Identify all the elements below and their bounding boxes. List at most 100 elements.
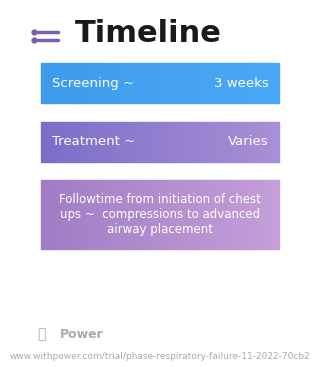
Bar	[155, 121, 158, 161]
Bar	[72, 63, 74, 103]
Bar	[212, 121, 215, 161]
Bar	[44, 121, 46, 161]
Bar	[203, 121, 205, 161]
Bar	[103, 63, 105, 103]
Bar	[267, 121, 269, 161]
Bar	[69, 180, 72, 249]
Bar	[198, 63, 200, 103]
Bar	[139, 121, 141, 161]
Bar	[141, 121, 143, 161]
Bar	[67, 121, 69, 161]
Bar	[86, 121, 89, 161]
Bar	[276, 180, 279, 249]
Bar	[234, 180, 236, 249]
Bar	[115, 180, 117, 249]
Bar	[89, 121, 91, 161]
Bar	[272, 63, 274, 103]
Bar	[134, 180, 136, 249]
Bar	[65, 63, 67, 103]
Bar	[174, 121, 177, 161]
Bar	[210, 180, 212, 249]
Bar	[220, 63, 222, 103]
Bar	[222, 180, 224, 249]
Text: Screening ~: Screening ~	[52, 77, 134, 90]
Bar	[188, 63, 191, 103]
Bar	[132, 121, 134, 161]
Bar	[181, 121, 184, 161]
Bar	[74, 63, 77, 103]
Bar	[167, 121, 170, 161]
Bar	[262, 180, 265, 249]
Bar	[172, 180, 174, 249]
Text: Varies: Varies	[228, 135, 268, 148]
Bar	[53, 63, 55, 103]
Bar	[60, 121, 62, 161]
Bar	[260, 180, 262, 249]
Bar	[62, 180, 65, 249]
Bar	[127, 180, 129, 249]
Bar	[58, 63, 60, 103]
Bar	[274, 180, 276, 249]
Bar	[258, 180, 260, 249]
Text: Timeline: Timeline	[76, 19, 222, 48]
Bar	[236, 180, 238, 249]
Bar	[203, 63, 205, 103]
Bar	[241, 121, 243, 161]
Bar	[184, 121, 186, 161]
Bar	[212, 63, 215, 103]
Bar	[148, 63, 150, 103]
Bar	[236, 63, 238, 103]
Bar	[260, 63, 262, 103]
Bar	[48, 180, 51, 249]
Bar	[112, 121, 115, 161]
Text: www.withpower.com/trial/phase-respiratory-failure-11-2022-70cb2: www.withpower.com/trial/phase-respirator…	[10, 352, 310, 361]
Bar	[265, 63, 267, 103]
Bar	[229, 180, 231, 249]
Bar	[58, 180, 60, 249]
Bar	[67, 63, 69, 103]
Bar	[267, 180, 269, 249]
Bar	[158, 121, 160, 161]
Bar	[96, 180, 98, 249]
Bar	[160, 121, 162, 161]
Bar	[143, 63, 146, 103]
Bar	[276, 63, 279, 103]
Bar	[46, 63, 48, 103]
Bar	[167, 63, 170, 103]
Bar	[172, 63, 174, 103]
Bar	[136, 63, 139, 103]
Bar	[86, 63, 89, 103]
Bar	[188, 121, 191, 161]
Bar	[272, 180, 274, 249]
Bar	[248, 63, 251, 103]
Bar	[267, 63, 269, 103]
Bar	[129, 180, 132, 249]
Bar	[91, 180, 93, 249]
Bar	[210, 121, 212, 161]
Bar	[241, 180, 243, 249]
Bar	[208, 180, 210, 249]
Bar	[191, 63, 193, 103]
Bar	[215, 121, 217, 161]
Bar	[200, 180, 203, 249]
Bar	[231, 180, 234, 249]
Bar	[198, 121, 200, 161]
Bar	[162, 63, 165, 103]
Bar	[217, 121, 220, 161]
Bar	[243, 63, 246, 103]
Bar	[179, 63, 181, 103]
Bar	[98, 63, 100, 103]
Bar	[112, 63, 115, 103]
Bar	[246, 180, 248, 249]
Bar	[55, 63, 58, 103]
Bar	[93, 121, 96, 161]
Bar	[274, 63, 276, 103]
Bar	[146, 63, 148, 103]
Bar	[227, 180, 229, 249]
Bar	[177, 180, 179, 249]
Bar	[112, 180, 115, 249]
Bar	[150, 121, 153, 161]
Bar	[100, 63, 103, 103]
Bar	[222, 63, 224, 103]
Bar	[91, 63, 93, 103]
